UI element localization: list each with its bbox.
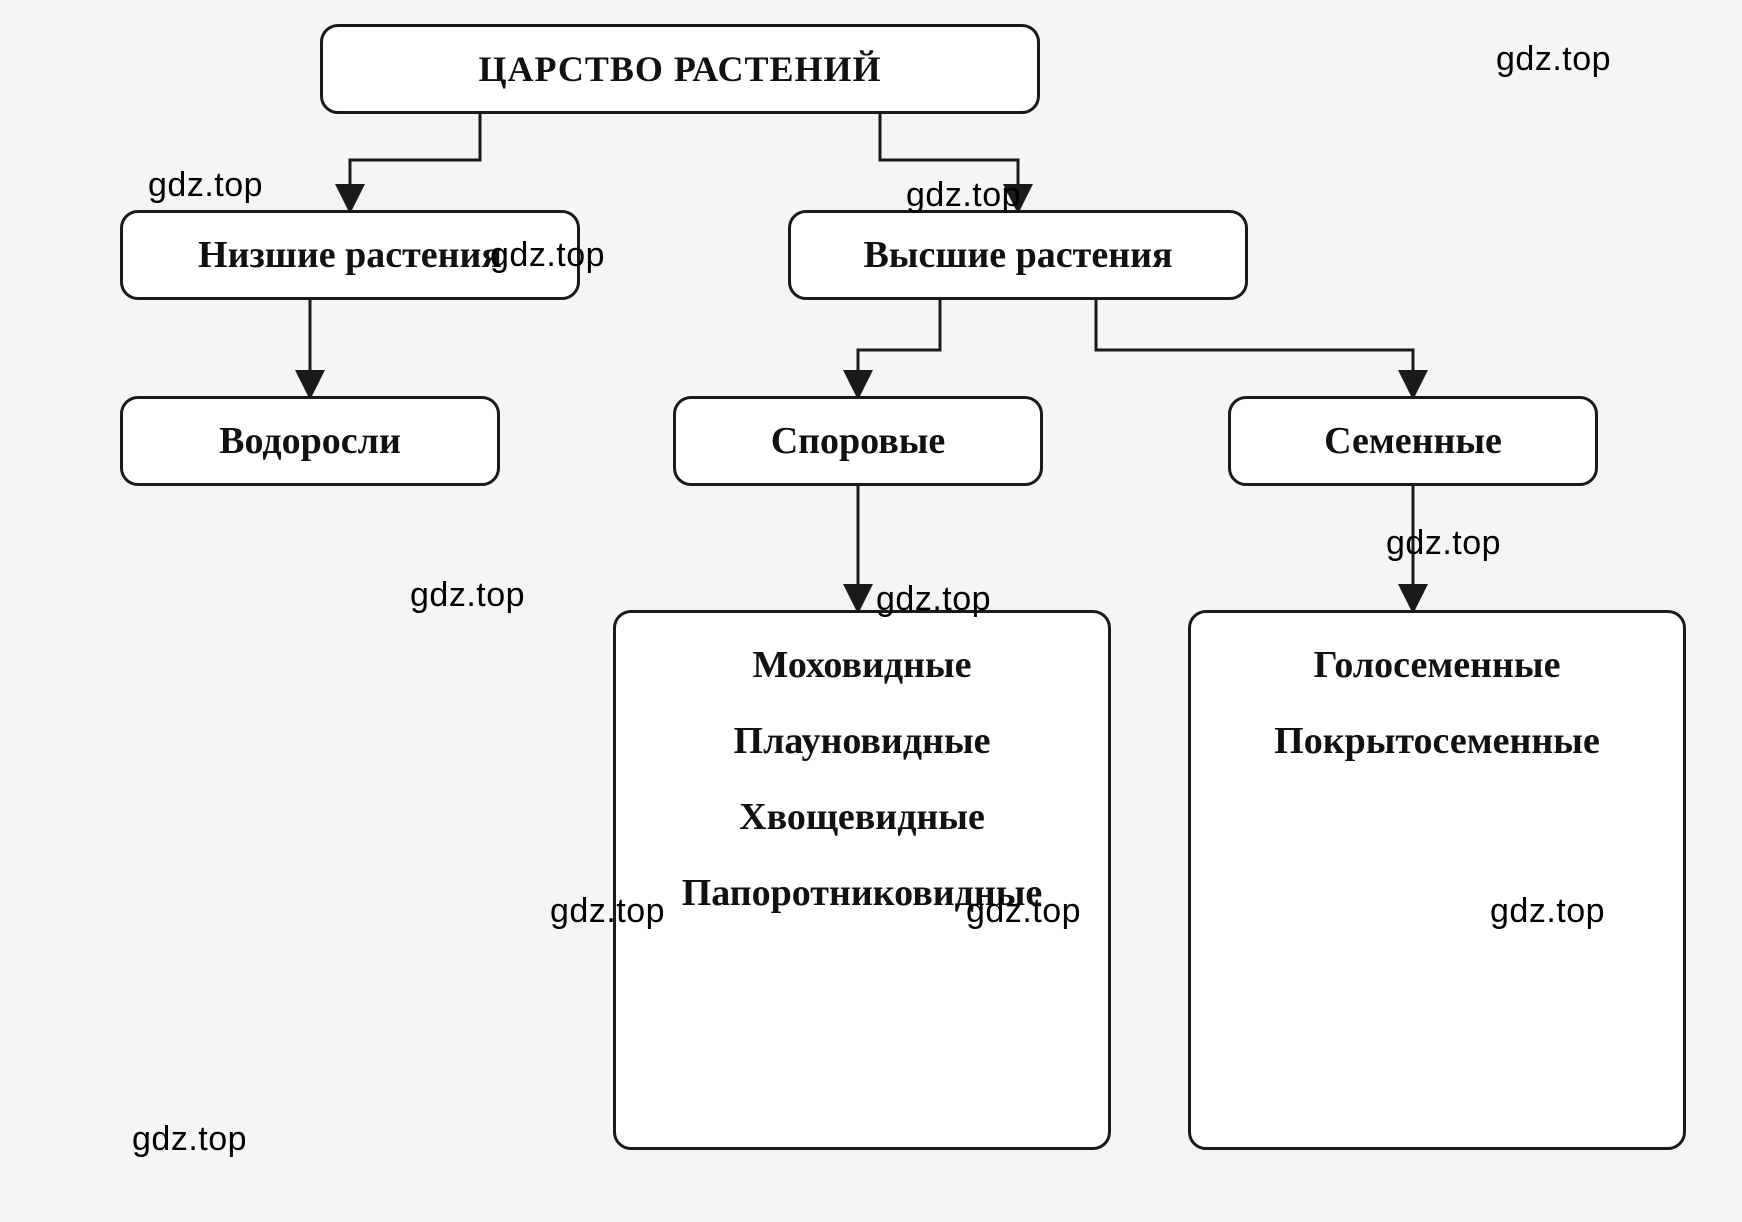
watermark: gdz.top — [876, 580, 991, 619]
node-higher-plants: Высшие растения — [788, 210, 1248, 300]
node-label: ЦАРСТВО РАСТЕНИЙ — [323, 48, 1037, 90]
node-seed-plants: Семенные — [1228, 396, 1598, 486]
watermark: gdz.top — [1490, 892, 1605, 931]
watermark: gdz.top — [550, 892, 665, 931]
node-spore-plants: Споровые — [673, 396, 1043, 486]
node-label: Споровые — [676, 419, 1040, 463]
watermark: gdz.top — [132, 1120, 247, 1159]
list-item: Моховидные — [616, 643, 1108, 687]
watermark: gdz.top — [1386, 524, 1501, 563]
list-item: Голосеменные — [1191, 643, 1683, 687]
list-item: Плауновидные — [616, 719, 1108, 763]
list-item: Покрытосеменные — [1191, 719, 1683, 763]
node-label: Семенные — [1231, 419, 1595, 463]
list-item: Хвощевидные — [616, 795, 1108, 839]
watermark: gdz.top — [410, 576, 525, 615]
watermark: gdz.top — [490, 236, 605, 275]
watermark: gdz.top — [906, 176, 1021, 215]
watermark: gdz.top — [966, 892, 1081, 931]
node-label: Водоросли — [123, 419, 497, 463]
node-spore-list: Моховидные Плауновидные Хвощевидные Папо… — [613, 610, 1111, 1150]
node-kingdom-title: ЦАРСТВО РАСТЕНИЙ — [320, 24, 1040, 114]
watermark: gdz.top — [1496, 40, 1611, 79]
node-seed-list: Голосеменные Покрытосеменные — [1188, 610, 1686, 1150]
watermark: gdz.top — [148, 166, 263, 205]
node-algae: Водоросли — [120, 396, 500, 486]
node-label: Высшие растения — [791, 233, 1245, 277]
